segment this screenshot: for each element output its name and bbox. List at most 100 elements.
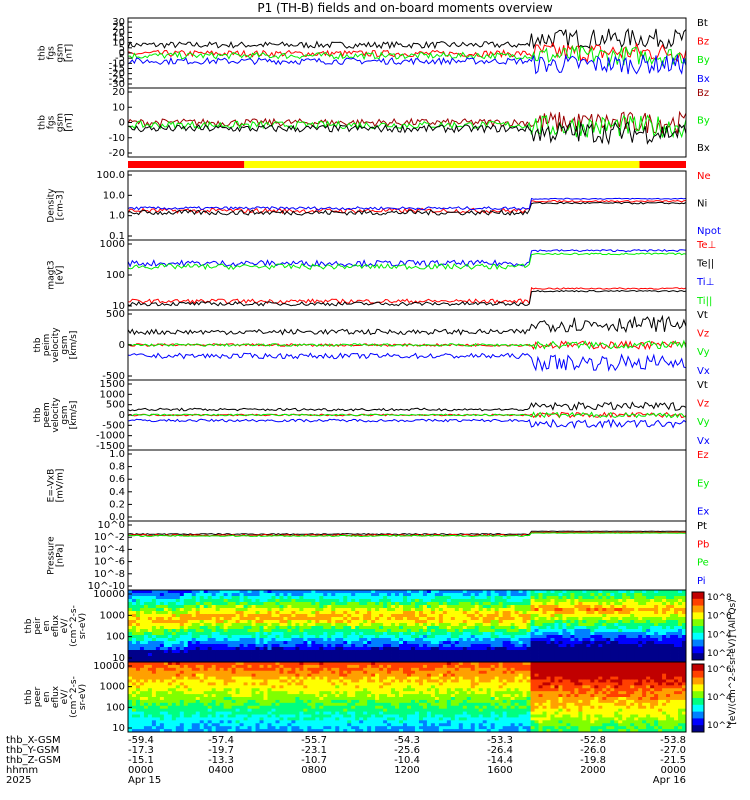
spectrogram-cell (303, 593, 308, 597)
spectrogram-cell (159, 593, 165, 597)
spectrogram-cell (434, 599, 440, 603)
spectrogram-cell (147, 593, 153, 597)
spectrogram-cell (343, 599, 348, 603)
spectrogram-cell (247, 723, 252, 727)
spectrogram-cell (450, 638, 456, 642)
spectrogram-cell (466, 608, 472, 612)
spectrogram-cell (223, 602, 229, 606)
spectrogram-cell (634, 626, 639, 630)
spectrogram-cell (351, 620, 356, 624)
spectrogram-cell (642, 647, 647, 651)
spectrogram-cell (255, 670, 260, 675)
spectrogram-cell (458, 659, 464, 663)
spectrogram-cell (363, 659, 368, 663)
legend-entry: Vz (697, 399, 709, 410)
spectrogram-cell (586, 632, 591, 636)
spectrogram-cell (315, 629, 320, 633)
spectrogram-cell (367, 647, 372, 651)
spectrogram-cell (339, 685, 344, 689)
spectrogram-cell (351, 662, 356, 666)
spectrogram-cell (195, 596, 201, 600)
spectrogram-cell (351, 650, 356, 654)
spectrogram-cell (399, 614, 404, 618)
y-axis-label: [km/s] (69, 331, 79, 360)
spectrogram-cell (367, 659, 372, 663)
spectrogram-cell (666, 638, 671, 642)
spectrogram-cell (255, 726, 260, 730)
spectrogram-cell (598, 638, 603, 642)
spectrogram-cell (191, 596, 197, 600)
spectrogram-cell (678, 602, 683, 606)
spectrogram-cell (279, 682, 284, 686)
spectrogram-cell (287, 623, 292, 627)
spectrogram-cell (530, 590, 535, 594)
spectrogram-cell (171, 626, 177, 630)
spectrogram-cell (283, 593, 288, 597)
spectrogram-cell (355, 611, 360, 615)
spectrogram-cell (179, 632, 185, 636)
spectrogram-cell (407, 647, 412, 651)
spectrogram-cell (546, 635, 551, 639)
spectrogram-cell (131, 664, 137, 669)
spectrogram-cell (399, 638, 404, 642)
spectrogram-cell (239, 670, 244, 675)
y-axis-label: [cm-3] (56, 191, 66, 221)
spectrogram-cell (175, 599, 181, 603)
spectrogram-cell (438, 641, 444, 645)
spectrogram-cell (219, 682, 225, 686)
spectrogram-cell (215, 676, 221, 680)
spectrogram-cell (175, 590, 181, 594)
spectrogram-cell (399, 593, 404, 597)
spectrogram-cell (323, 699, 328, 704)
spectrogram-cell (275, 593, 280, 597)
spectrogram-cell (199, 590, 205, 594)
y-tick-label: 1000 (100, 389, 125, 400)
spectrogram-cell (255, 608, 260, 612)
spectrogram-cell (139, 656, 145, 660)
spectrogram-cell (303, 590, 308, 594)
spectrogram-cell (243, 729, 248, 733)
spectrogram-cell (251, 685, 256, 689)
spectrogram-cell (211, 596, 217, 600)
spectrogram-cell (243, 602, 248, 606)
spectrogram-cell (335, 650, 340, 654)
spectrogram-cell (143, 641, 149, 645)
spectrogram-cell (375, 617, 380, 621)
spectrogram-cell (367, 608, 372, 612)
spectrogram-cell (530, 632, 535, 636)
spectrogram-cell (255, 705, 260, 710)
spectrogram-cell (207, 593, 213, 597)
spectrogram-cell (646, 605, 651, 609)
spectrogram-cell (227, 659, 233, 663)
spectrogram-cell (434, 656, 440, 660)
spectrogram-cell (526, 641, 531, 645)
spectrogram-cell (195, 653, 201, 657)
spectrogram-cell (191, 629, 197, 633)
spectrogram-cell (682, 650, 687, 654)
spectrogram-cell (494, 641, 500, 645)
spectrogram-cell (311, 708, 316, 712)
spectrogram-cell (239, 641, 244, 645)
spectrogram-cell (307, 593, 312, 597)
spectrogram-cell (199, 605, 205, 609)
spectrogram-cell (339, 656, 344, 660)
spectrogram-cell (658, 590, 663, 594)
spectrogram-cell (155, 664, 161, 669)
spectrogram-cell (674, 605, 679, 609)
spectrogram-cell (407, 611, 412, 615)
spectrogram-cell (522, 638, 527, 642)
spectrogram-cell (598, 593, 603, 597)
y-tick-label: 30 (112, 17, 125, 28)
spectrogram-cell (223, 608, 229, 612)
spectrogram-cell (403, 647, 408, 651)
spectrogram-cell (307, 602, 312, 606)
spectrogram-cell (566, 614, 571, 618)
spectrogram-cell (498, 617, 504, 621)
spectrogram-cell (263, 729, 268, 733)
spectrogram-cell (179, 679, 185, 683)
spectrogram-cell (128, 723, 133, 727)
spectrogram-cell (207, 676, 213, 680)
y-axis-label: thb (33, 337, 43, 352)
spectrogram-cell (307, 659, 312, 663)
spectrogram-cell (155, 599, 161, 603)
